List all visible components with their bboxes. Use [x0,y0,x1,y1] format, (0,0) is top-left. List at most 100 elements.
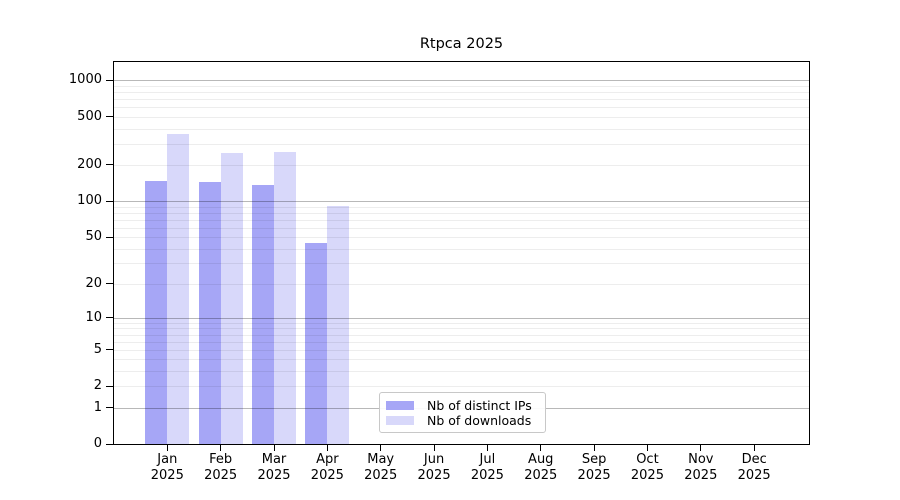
gridline-minor [114,107,809,109]
legend-label-distinct-ips: Nb of distinct IPs [427,398,532,413]
x-tick-month: Sep [581,452,607,467]
x-tick [700,445,702,451]
gridline-minor [114,328,809,330]
y-tick [106,79,113,81]
x-tick-year: 2025 [630,467,664,483]
x-tick-label: May 2025 [345,452,417,483]
x-tick-label: Dec 2025 [718,452,790,483]
gridline-minor [114,263,809,265]
x-tick-year: 2025 [577,467,611,483]
gridline-minor [114,143,809,145]
bar-downloads-apr [327,206,350,444]
y-tick-label: 20 [85,275,102,291]
bar-distinct-ips-feb [198,182,221,444]
y-tick-label: 2 [93,378,102,394]
gridline-minor [114,386,809,388]
x-tick-label: Feb 2025 [185,452,257,483]
gridline-minor [114,371,809,373]
y-tick [106,349,113,351]
x-tick-label: Aug 2025 [505,452,577,483]
x-tick-month: Aug [528,452,554,467]
x-tick-year: 2025 [204,467,238,483]
x-tick-year: 2025 [737,467,771,483]
y-tick [106,443,113,445]
gridline-minor [114,322,809,324]
x-tick-year: 2025 [684,467,718,483]
x-tick [220,445,222,451]
x-tick-label: Apr 2025 [291,452,363,483]
y-tick [106,283,113,285]
x-tick-month: Mar [261,452,287,467]
gridline-major [114,201,809,203]
x-tick-year: 2025 [150,467,184,483]
y-tick-label: 1 [93,399,102,415]
x-tick-month: Oct [636,452,659,467]
gridline-minor [114,164,809,166]
x-tick-month: Jun [423,452,445,467]
bar-distinct-ips-mar [252,185,274,444]
x-tick-year: 2025 [257,467,291,483]
y-tick-label: 0 [93,436,102,451]
gridline-minor [114,219,809,221]
gridline-minor [114,116,809,118]
x-tick [380,445,382,451]
y-tick-label: 200 [77,156,102,172]
legend-swatch-distinct-ips [386,401,414,410]
gridline-minor [114,212,809,214]
x-tick [593,445,595,451]
x-tick-label: Jan 2025 [131,452,203,483]
legend: Nb of distinct IPs Nb of downloads [379,392,546,433]
gridline-major [114,80,809,82]
chart-title: Rtpca 2025 [419,36,504,52]
y-tick [106,407,113,409]
gridline-minor [114,349,809,351]
y-tick [106,317,113,319]
x-tick-month: Jan [157,452,178,467]
y-tick-label: 100 [77,193,102,209]
gridline-minor [114,359,809,361]
gridline-minor [114,128,809,130]
x-tick-label: Sep 2025 [558,452,630,483]
x-tick-label: Jun 2025 [398,452,470,483]
legend-item-distinct-ips: Nb of distinct IPs [386,398,538,413]
x-tick-label: Mar 2025 [238,452,310,483]
x-tick [753,445,755,451]
gridline-minor [114,206,809,208]
gridline-minor [114,334,809,336]
x-tick-year: 2025 [524,467,558,483]
y-tick [106,200,113,202]
x-tick [273,445,275,451]
x-tick-month: Dec [741,452,767,467]
gridline-major [114,317,809,319]
y-tick [106,164,113,166]
legend-label-downloads: Nb of downloads [427,413,532,428]
x-tick [540,445,542,451]
x-tick-month: Feb [209,452,233,467]
gridline-minor [114,92,809,94]
x-tick [166,445,168,451]
x-tick-month: Apr [316,452,339,467]
y-tick-label: 10 [85,309,102,325]
gridline-minor [114,248,809,250]
y-tick-label: 50 [85,229,102,245]
x-tick-month: Nov [688,452,714,467]
gridline-minor [114,227,809,229]
bar-downloads-jan [167,133,190,444]
legend-item-downloads: Nb of downloads [386,413,538,428]
x-tick [433,445,435,451]
x-tick-year: 2025 [364,467,398,483]
y-tick [106,116,113,118]
x-tick-month: Jul [479,452,496,467]
bar-downloads-mar [274,151,296,444]
bar-downloads-feb [220,153,243,444]
legend-swatch-downloads [386,416,414,425]
y-tick-label: 500 [77,108,102,124]
gridline-minor [114,99,809,101]
gridline-minor [114,85,809,87]
x-tick [486,445,488,451]
x-tick-month: May [367,452,395,467]
gridline-minor [114,341,809,343]
gridline-minor [114,237,809,239]
y-tick [106,236,113,238]
